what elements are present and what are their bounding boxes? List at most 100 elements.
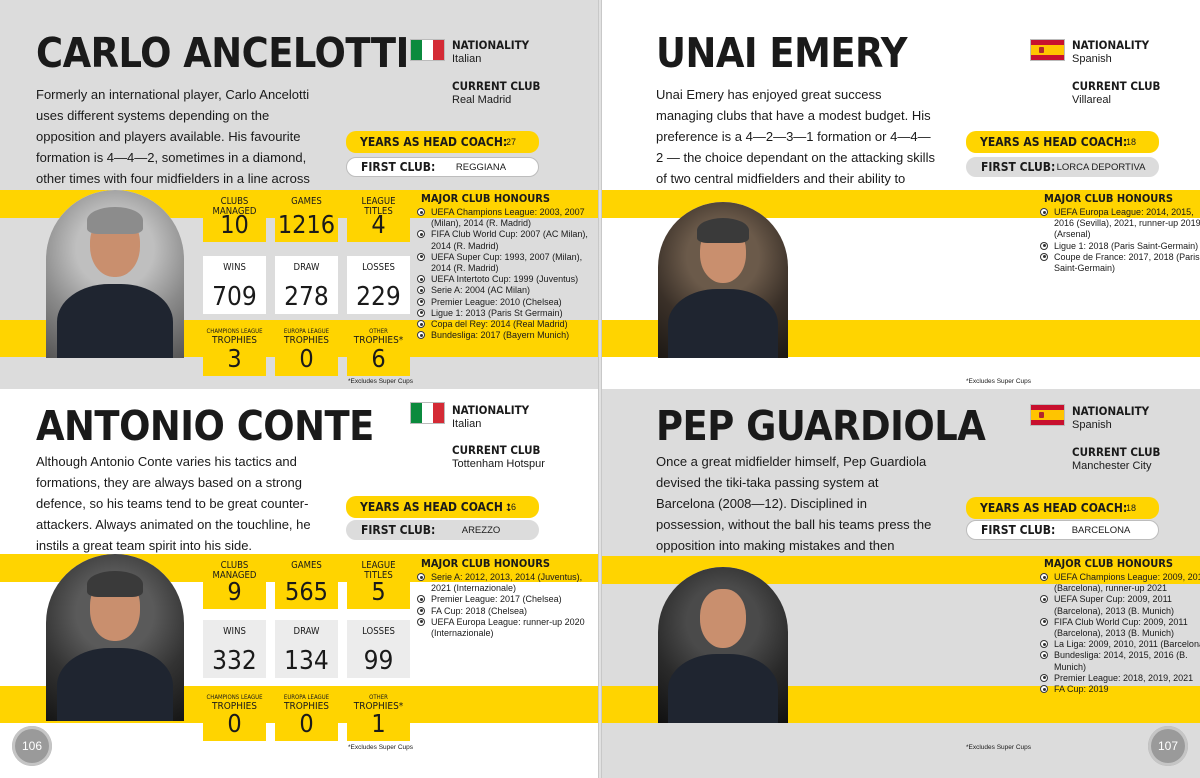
stat-label: GAMES xyxy=(291,196,322,207)
years-label: YEARS AS HEAD COACH: xyxy=(980,501,1128,515)
years-label: YEARS AS HEAD COACH : xyxy=(360,500,511,514)
major-honours: MAJOR CLUB HONOURS UEFA Europa League: 2… xyxy=(1040,192,1200,274)
years-head-coach: YEARS AS HEAD COACH: 27 xyxy=(346,131,539,153)
stat-label: OTHER xyxy=(369,694,388,701)
stat-value: 6 xyxy=(371,344,386,373)
honour-item: Ligue 1: 2013 (Paris St Germain) xyxy=(417,308,592,319)
stat-label: TROPHIES xyxy=(283,701,330,712)
football-icon xyxy=(1040,651,1048,660)
stat-label: TROPHIES xyxy=(211,701,258,712)
honour-item: Coupe de France: 2017, 2018 (Paris Saint… xyxy=(1040,252,1200,274)
first-club: FIRST CLUB: LORCA DEPORTIVA xyxy=(966,157,1159,177)
stat-value: 9 xyxy=(227,577,242,606)
football-icon xyxy=(417,320,425,329)
honours-heading: MAJOR CLUB HONOURS xyxy=(421,557,551,570)
honour-item: UEFA Europa League: 2014, 2015, 2016 (Se… xyxy=(1040,207,1200,241)
stat-label: TROPHIES* xyxy=(353,701,404,712)
honour-item: UEFA Europa League: runner-up 2020 (Inte… xyxy=(417,617,592,639)
stat-label: MANAGED xyxy=(212,206,257,217)
current-club-value: Real Madrid xyxy=(452,94,512,106)
football-icon xyxy=(1040,241,1048,250)
years-value: 16 xyxy=(506,502,517,512)
el-trophies-stat: EUROPA LEAGUE TROPHIES 0 xyxy=(275,686,338,741)
football-icon xyxy=(1040,640,1048,649)
stat-value: 332 xyxy=(212,646,257,676)
stat-label: LOSSES xyxy=(362,626,395,637)
stat-value: 10 xyxy=(220,210,249,239)
first-club-value: LORCA DEPORTIVA xyxy=(1056,162,1146,173)
excludes-note: *Excludes Super Cups xyxy=(966,378,1032,385)
stat-label: LOSSES xyxy=(362,262,395,273)
other-trophies-stat: OTHER TROPHIES* 1 xyxy=(347,686,410,741)
first-club: FIRST CLUB: REGGIANA xyxy=(346,157,539,177)
stat-value: 99 xyxy=(363,646,394,676)
first-club-value: AREZZO xyxy=(461,525,501,536)
stat-value: 1216 xyxy=(277,210,336,239)
manager-bio: Unai Emery has enjoyed great success man… xyxy=(656,87,935,207)
current-club-value: Villareal xyxy=(1072,94,1111,106)
draw-stat: DRAW 134 xyxy=(275,620,338,678)
spain-flag-icon xyxy=(1031,405,1064,425)
honour-item: Copa del Rey: 2014 (Real Madrid) xyxy=(417,319,592,330)
honour-item: La Liga: 2009, 2010, 2011 (Barcelona) xyxy=(1040,639,1200,650)
excludes-note: *Excludes Super Cups xyxy=(348,744,414,751)
cl-trophies-stat: CHAMPIONS LEAGUE TROPHIES 3 xyxy=(203,320,266,376)
football-icon xyxy=(417,230,425,239)
first-club-label: FIRST CLUB: xyxy=(981,523,1056,537)
stat-label: TROPHIES xyxy=(211,335,258,346)
manager-card-emery: UNAI EMERY Unai Emery has enjoyed great … xyxy=(600,0,1200,389)
manager-card-guardiola: PEP GUARDIOLA Once a great midfielder hi… xyxy=(600,389,1200,778)
first-club-value: BARCELONA xyxy=(1071,525,1131,536)
honours-heading: MAJOR CLUB HONOURS xyxy=(1044,192,1174,205)
honour-item: UEFA Super Cup: 1993, 2007 (Milan), 2014… xyxy=(417,252,592,274)
clubs-managed-stat: CLUBS MANAGED 9 xyxy=(203,554,266,609)
honour-item: FA Cup: 2018 (Chelsea) xyxy=(417,606,592,617)
stat-label: CLUBS xyxy=(220,560,249,571)
nationality-label: NATIONALITY xyxy=(452,403,530,417)
stat-value: 3 xyxy=(227,344,242,373)
stat-value: 1 xyxy=(371,709,386,738)
honour-item: Premier League: 2018, 2019, 2021 xyxy=(1040,673,1200,684)
manager-photo xyxy=(658,567,788,723)
manager-photo xyxy=(46,554,184,721)
draw-stat: DRAW 278 xyxy=(275,256,338,314)
page-number-right: 107 xyxy=(1148,726,1188,766)
football-icon xyxy=(1040,617,1048,626)
manager-photo xyxy=(658,202,788,358)
cl-trophies-stat: CHAMPIONS LEAGUE TROPHIES 0 xyxy=(203,686,266,741)
manager-bio: Although Antonio Conte varies his tactic… xyxy=(36,454,311,553)
current-club-value: Tottenham Hotspur xyxy=(452,458,545,470)
honour-item: FA Cup: 2019 xyxy=(1040,684,1200,695)
italy-flag-icon xyxy=(411,403,444,423)
years-head-coach: YEARS AS HEAD COACH: 18 xyxy=(966,497,1159,519)
el-trophies-stat: EUROPA LEAGUE TROPHIES 0 xyxy=(275,320,338,376)
honour-item: Ligue 1: 2018 (Paris Saint-Germain) xyxy=(1040,241,1200,252)
current-club-label: CURRENT CLUB xyxy=(1072,445,1161,459)
current-club-label: CURRENT CLUB xyxy=(1072,79,1161,93)
stat-label: CHAMPIONS LEAGUE xyxy=(206,694,263,701)
years-value: 18 xyxy=(1126,503,1137,513)
first-club-label: FIRST CLUB: xyxy=(361,523,436,537)
stat-label: DRAW xyxy=(293,626,320,637)
manager-card-ancelotti: CARLO ANCELOTTI Formerly an internationa… xyxy=(0,0,600,389)
stat-label: OTHER xyxy=(369,328,388,335)
stat-value: 4 xyxy=(371,210,386,239)
years-value: 27 xyxy=(506,137,517,147)
football-icon xyxy=(417,606,425,615)
stat-label: CHAMPIONS LEAGUE xyxy=(206,328,263,335)
football-icon xyxy=(1040,685,1048,694)
honour-item: Serie A: 2004 (AC Milan) xyxy=(417,285,592,296)
football-icon xyxy=(417,286,425,295)
spain-flag-icon xyxy=(1031,40,1064,60)
football-icon xyxy=(1040,673,1048,682)
football-icon xyxy=(417,275,425,284)
honours-heading: MAJOR CLUB HONOURS xyxy=(1044,557,1174,570)
nationality-value: Spanish xyxy=(1072,53,1112,65)
stat-label: TITLES xyxy=(364,206,393,217)
honour-item: FIFA Club World Cup: 2009, 2011 (Barcelo… xyxy=(1040,617,1200,639)
honour-item: Premier League: 2010 (Chelsea) xyxy=(417,297,592,308)
football-icon xyxy=(417,308,425,317)
football-icon xyxy=(417,573,425,581)
stat-value: 0 xyxy=(227,709,242,738)
stat-label: TROPHIES* xyxy=(353,335,404,346)
